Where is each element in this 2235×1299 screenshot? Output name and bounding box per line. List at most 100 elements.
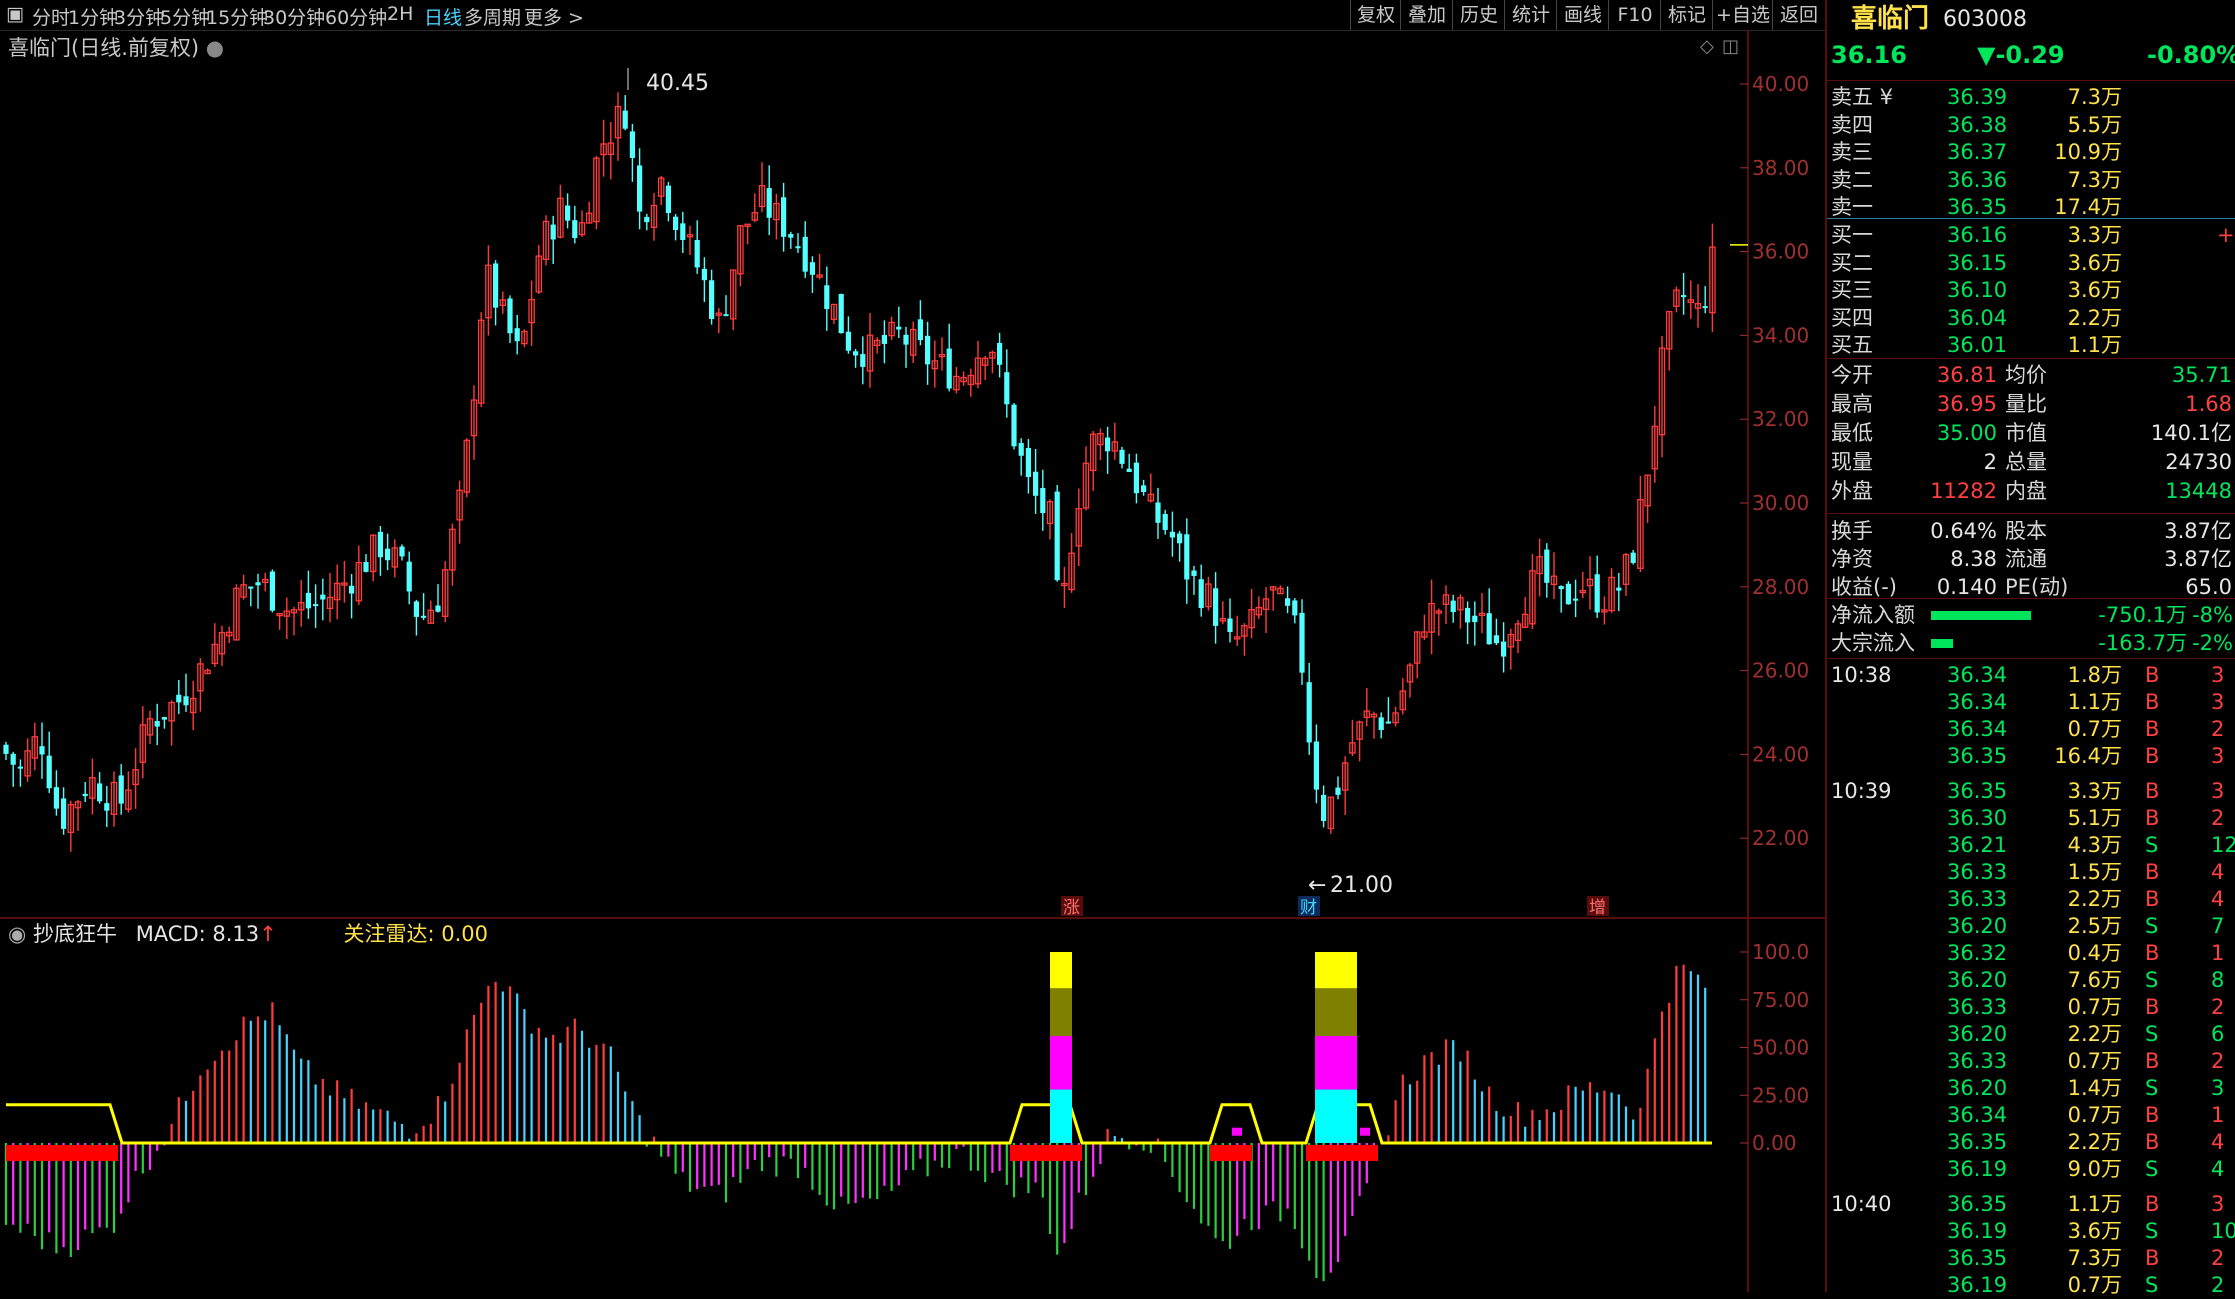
candle-body-up (240, 584, 247, 598)
stat-label: 今开 (1831, 363, 1873, 387)
bid-row[interactable]: 买四 36.04 2.2万 (1827, 305, 2235, 332)
flow-row[interactable]: 净流入额 -750.1万 -8% (1827, 602, 2235, 629)
period-tab-15min[interactable]: 15分钟 (206, 7, 269, 29)
candle-body-down (255, 582, 261, 586)
tick-row[interactable]: 36.33 0.7万 B 2 (1827, 1048, 2235, 1075)
candle-body-down (1313, 741, 1319, 790)
tick-side: S (2145, 914, 2159, 938)
stat-row[interactable]: 净资 8.38 流通 3.87亿 (1827, 546, 2235, 573)
stat-row[interactable]: 现量 2 总量 24730 (1827, 449, 2235, 476)
tick-volume: 0.7万 (2067, 1103, 2122, 1127)
window-icon[interactable]: ▣ (6, 3, 24, 25)
tick-row[interactable]: 36.35 2.2万 B 4 (1827, 1129, 2235, 1156)
candle-body-down (572, 220, 578, 239)
bid-price: 36.01 (1947, 333, 2008, 357)
ask-row[interactable]: 卖三 36.37 10.9万 (1827, 139, 2235, 166)
period-tab-3min[interactable]: 3分钟 (114, 7, 165, 29)
event-marker-zeng[interactable]: 增 (1589, 898, 1606, 918)
more-periods-button[interactable]: 更多 > (524, 7, 584, 29)
period-tab-daily[interactable]: 日线 (424, 7, 463, 29)
tick-row[interactable]: 36.19 9.0万 S 4 (1827, 1156, 2235, 1183)
event-marker-zhang[interactable]: 涨 (1063, 898, 1080, 918)
add-watchlist-button[interactable]: +自选 (1712, 0, 1773, 30)
draw-line-button[interactable]: 画线 (1556, 0, 1609, 30)
stat-row[interactable]: 收益(-) 0.140 PE(动) 65.0 (1827, 574, 2235, 601)
candle-body-up (276, 612, 283, 617)
candle-body-down (788, 234, 794, 238)
tick-row[interactable]: 36.21 4.3万 S 12 (1827, 832, 2235, 859)
tick-row[interactable]: 36.35 7.3万 B 2 (1827, 1245, 2235, 1272)
candle-body-down (82, 793, 88, 797)
stat-row[interactable]: 换手 0.64% 股本 3.87亿 (1827, 518, 2235, 545)
stat-row[interactable]: 最低 35.00 市值 140.1亿 (1827, 420, 2235, 447)
stat-label: 均价 (2005, 363, 2047, 387)
tick-count: 2 (2211, 806, 2225, 830)
candle-body-down (802, 236, 808, 272)
overlay-button[interactable]: 叠加 (1400, 0, 1453, 30)
history-button[interactable]: 历史 (1452, 0, 1505, 30)
tick-row[interactable]: 36.33 2.2万 B 4 (1827, 886, 2235, 913)
tick-row[interactable]: 10:38 36.34 1.8万 B 3 (1827, 662, 2235, 689)
period-tab-5min[interactable]: 5分钟 (160, 7, 211, 29)
collapse-icon[interactable]: ◉ (8, 922, 33, 946)
period-tab-2h[interactable]: 2H (387, 3, 414, 25)
candle-body-up (1442, 594, 1450, 605)
candle-body-down (709, 280, 715, 319)
kline-chart[interactable]: 40.00 38.00 36.00 34.00 32.00 30.00 28.00 26.00… (0, 0, 1825, 1292)
candle-body-up (1694, 303, 1702, 309)
tick-row[interactable]: 36.35 16.4万 B 3 (1827, 743, 2235, 770)
tick-row[interactable]: 36.34 0.7万 B 1 (1827, 1102, 2235, 1129)
tick-row[interactable]: 36.32 0.4万 B 1 (1827, 940, 2235, 967)
period-tab-intraday[interactable]: 分时 (32, 7, 71, 29)
adjust-button[interactable]: 复权 (1350, 0, 1401, 30)
dropdown-icon[interactable]: ● (205, 36, 225, 60)
stats-button[interactable]: 统计 (1504, 0, 1557, 30)
tick-row[interactable]: 36.33 0.7万 B 2 (1827, 994, 2235, 1021)
candle-body-down (1011, 404, 1017, 447)
f10-button[interactable]: F10 (1608, 0, 1661, 30)
flow-row[interactable]: 大宗流入 -163.7万 -2% (1827, 630, 2235, 657)
tick-row[interactable]: 36.19 0.7万 S 2 (1827, 1272, 2235, 1299)
diamond-icon[interactable]: ◇ (1700, 36, 1714, 57)
period-tab-multi[interactable]: 多周期 (464, 7, 522, 29)
tick-row[interactable]: 36.34 1.1万 B 3 (1827, 689, 2235, 716)
ask-volume: 7.3万 (2067, 167, 2122, 192)
indicator-name[interactable]: 抄底狂牛 (33, 922, 117, 946)
candle-body-up (1421, 631, 1428, 638)
tick-row[interactable]: 36.33 1.5万 B 4 (1827, 859, 2235, 886)
candle-body-down (1616, 587, 1622, 591)
period-tab-60min[interactable]: 60分钟 (325, 7, 388, 29)
bid-row[interactable]: 买一 36.16 3.3万 +1 (1827, 222, 2235, 249)
stat-row[interactable]: 今开 36.81 均价 35.71 (1827, 362, 2235, 389)
back-button[interactable]: 返回 (1772, 0, 1825, 30)
tick-row[interactable]: 36.34 0.7万 B 2 (1827, 716, 2235, 743)
tick-side: B (2145, 995, 2160, 1019)
ask-row[interactable]: 卖二 36.36 7.3万 (1827, 167, 2235, 194)
candle-body-up (1392, 712, 1399, 724)
stat-row[interactable]: 外盘 11282 内盘 13448 (1827, 478, 2235, 505)
mark-button[interactable]: 标记 (1660, 0, 1713, 30)
ask-row[interactable]: 卖五 ¥ 36.39 7.3万 (1827, 84, 2235, 111)
tick-price: 36.35 (1947, 1192, 2008, 1216)
bid-row[interactable]: 买五 36.01 1.1万 (1827, 332, 2235, 359)
candle-body-up (686, 234, 694, 238)
tick-row[interactable]: 36.20 2.2万 S 6 (1827, 1021, 2235, 1048)
candle-body-up (1341, 762, 1349, 791)
stat-row[interactable]: 最高 36.95 量比 1.68 (1827, 391, 2235, 418)
bid-row[interactable]: 买三 36.10 3.6万 (1827, 277, 2235, 304)
bid-row[interactable]: 买二 36.15 3.6万 (1827, 250, 2235, 277)
tick-row[interactable]: 36.19 3.6万 S 10 (1827, 1218, 2235, 1245)
period-tab-1min[interactable]: 1分钟 (68, 7, 119, 29)
tick-row[interactable]: 36.20 7.6万 S 8 (1827, 967, 2235, 994)
ask-row[interactable]: 卖四 36.38 5.5万 (1827, 112, 2235, 139)
tick-row[interactable]: 36.20 2.5万 S 7 (1827, 913, 2235, 940)
tick-row[interactable]: 10:40 36.35 1.1万 B 3 (1827, 1191, 2235, 1218)
tick-row[interactable]: 36.20 1.4万 S 3 (1827, 1075, 2235, 1102)
event-marker-cai[interactable]: 财 (1300, 898, 1317, 918)
period-tab-30min[interactable]: 30分钟 (263, 7, 326, 29)
tick-row[interactable]: 10:39 36.35 3.3万 B 3 (1827, 778, 2235, 805)
tick-side: S (2145, 1022, 2159, 1046)
ask-row[interactable]: 卖一 36.35 17.4万 (1827, 194, 2235, 221)
layout-icon[interactable]: ◫ (1722, 36, 1739, 57)
tick-row[interactable]: 36.30 5.1万 B 2 (1827, 805, 2235, 832)
